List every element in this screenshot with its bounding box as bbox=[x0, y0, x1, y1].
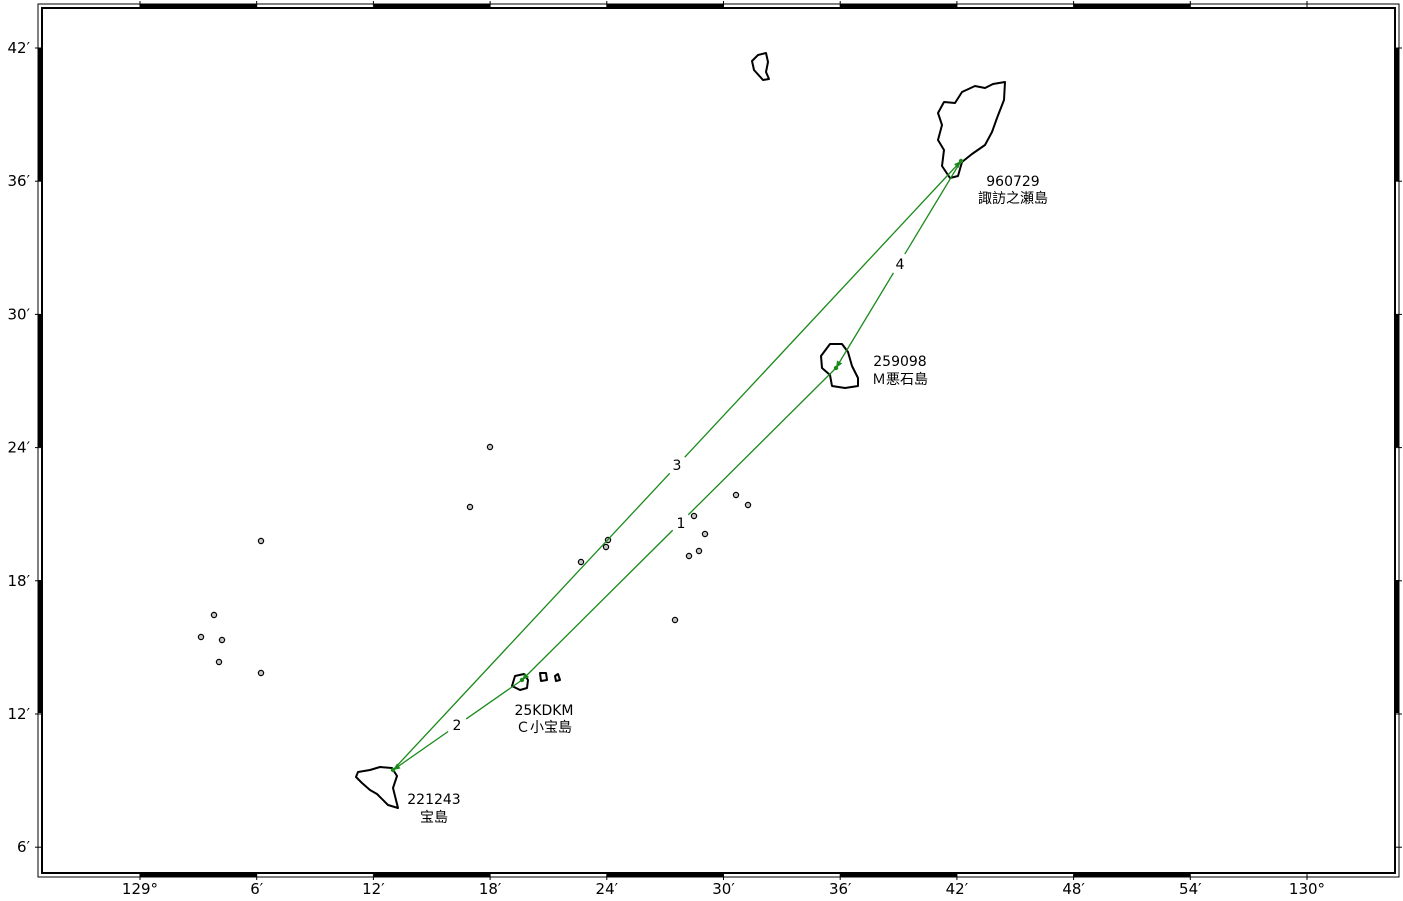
reef-dot bbox=[744, 501, 752, 509]
island-kodakara-islet-a bbox=[539, 672, 548, 682]
longitude-ticks: 129° 6′ 12′ 18′ 24′ 30′ 36′ 42′ 48′ 54′ 130° bbox=[122, 1, 1325, 898]
lat-tick-label: 18′ bbox=[8, 572, 31, 590]
station-marker bbox=[833, 365, 839, 371]
latitude-ticks: 42′ 36′ 30′ 24′ 18′ 12′ 6′ bbox=[8, 39, 1402, 856]
baseline-label-4: 4 bbox=[896, 257, 905, 273]
station-name-akusekijima: Ｍ悪石島 bbox=[872, 372, 928, 388]
station-marker bbox=[390, 767, 396, 773]
lon-tick-label: 30′ bbox=[712, 880, 735, 898]
reef-dot bbox=[690, 512, 698, 520]
baseline-label-1: 1 bbox=[677, 516, 686, 532]
station-name-takarajima: 宝島 bbox=[420, 810, 448, 826]
lon-tick-label: 24′ bbox=[596, 880, 619, 898]
station-id-kodakarajima: 25KDKM bbox=[514, 703, 573, 719]
baseline-line-2 bbox=[465, 679, 523, 720]
baseline-line-3 bbox=[392, 472, 671, 771]
reef-dot bbox=[577, 558, 585, 566]
lon-tick-label: 12′ bbox=[362, 880, 385, 898]
lat-tick-label: 30′ bbox=[8, 305, 31, 323]
lon-tick-label: 36′ bbox=[829, 880, 852, 898]
baseline-line-1 bbox=[687, 367, 837, 516]
lon-tick-label: 129° bbox=[122, 880, 158, 898]
island-suwanosejima bbox=[937, 81, 1006, 179]
reef-dot bbox=[602, 543, 610, 551]
map-frame bbox=[37, 3, 1400, 878]
station-labels: 960729 諏訪之瀬島 259098 Ｍ悪石島 25KDKM Ｃ小宝島 221… bbox=[407, 174, 1048, 826]
reef-dot bbox=[210, 611, 218, 619]
baseline-line-2 bbox=[392, 730, 449, 771]
lat-tick-label: 6′ bbox=[17, 838, 31, 856]
lon-tick-label: 130° bbox=[1289, 880, 1325, 898]
baseline-arrowhead-1 bbox=[522, 672, 530, 680]
island-takarajima bbox=[355, 766, 399, 809]
reef-dot bbox=[197, 633, 205, 641]
lon-tick-label: 48′ bbox=[1062, 880, 1085, 898]
reef-dot bbox=[732, 491, 740, 499]
baseline-line-3 bbox=[684, 160, 962, 458]
baseline-line-4 bbox=[835, 272, 894, 369]
reef-dot bbox=[218, 636, 226, 644]
station-name-suwanosejima: 諏訪之瀬島 bbox=[978, 191, 1048, 207]
reef-dot bbox=[215, 658, 223, 666]
reef-dot bbox=[257, 537, 265, 545]
reef-dot bbox=[695, 547, 703, 555]
station-id-takarajima: 221243 bbox=[407, 792, 460, 808]
lon-tick-label: 6′ bbox=[250, 880, 264, 898]
baseline-arrowhead-4 bbox=[836, 360, 843, 368]
lat-tick-label: 24′ bbox=[8, 439, 31, 457]
reef-dot bbox=[671, 616, 679, 624]
reef-dot bbox=[685, 552, 693, 560]
reef-dot bbox=[486, 443, 494, 451]
baseline-line-1 bbox=[521, 529, 674, 681]
islands bbox=[355, 52, 1006, 809]
island-akusekijima bbox=[820, 343, 859, 389]
reef-dot bbox=[466, 503, 474, 511]
reef-dot bbox=[701, 530, 709, 538]
lon-tick-label: 18′ bbox=[479, 880, 502, 898]
lat-tick-label: 42′ bbox=[8, 39, 31, 57]
baseline-label-2: 2 bbox=[453, 718, 462, 734]
island-kodakara-islet-b bbox=[554, 673, 561, 682]
lat-tick-label: 12′ bbox=[8, 705, 31, 723]
lat-tick-label: 36′ bbox=[8, 172, 31, 190]
station-name-kodakarajima: Ｃ小宝島 bbox=[516, 720, 572, 736]
station-marker bbox=[519, 677, 525, 683]
reefs bbox=[197, 443, 752, 677]
station-marker bbox=[958, 158, 964, 164]
baseline-line-4 bbox=[904, 160, 962, 255]
station-id-akusekijima: 259098 bbox=[873, 354, 926, 370]
lon-tick-label: 54′ bbox=[1179, 880, 1202, 898]
station-id-suwanosejima: 960729 bbox=[986, 174, 1039, 190]
lon-tick-label: 42′ bbox=[946, 880, 969, 898]
reef-dot bbox=[257, 669, 265, 677]
baseline-label-3: 3 bbox=[673, 458, 682, 474]
island-north-islet bbox=[751, 52, 770, 81]
baseline-vectors: 1 2 3 4 bbox=[390, 158, 964, 773]
